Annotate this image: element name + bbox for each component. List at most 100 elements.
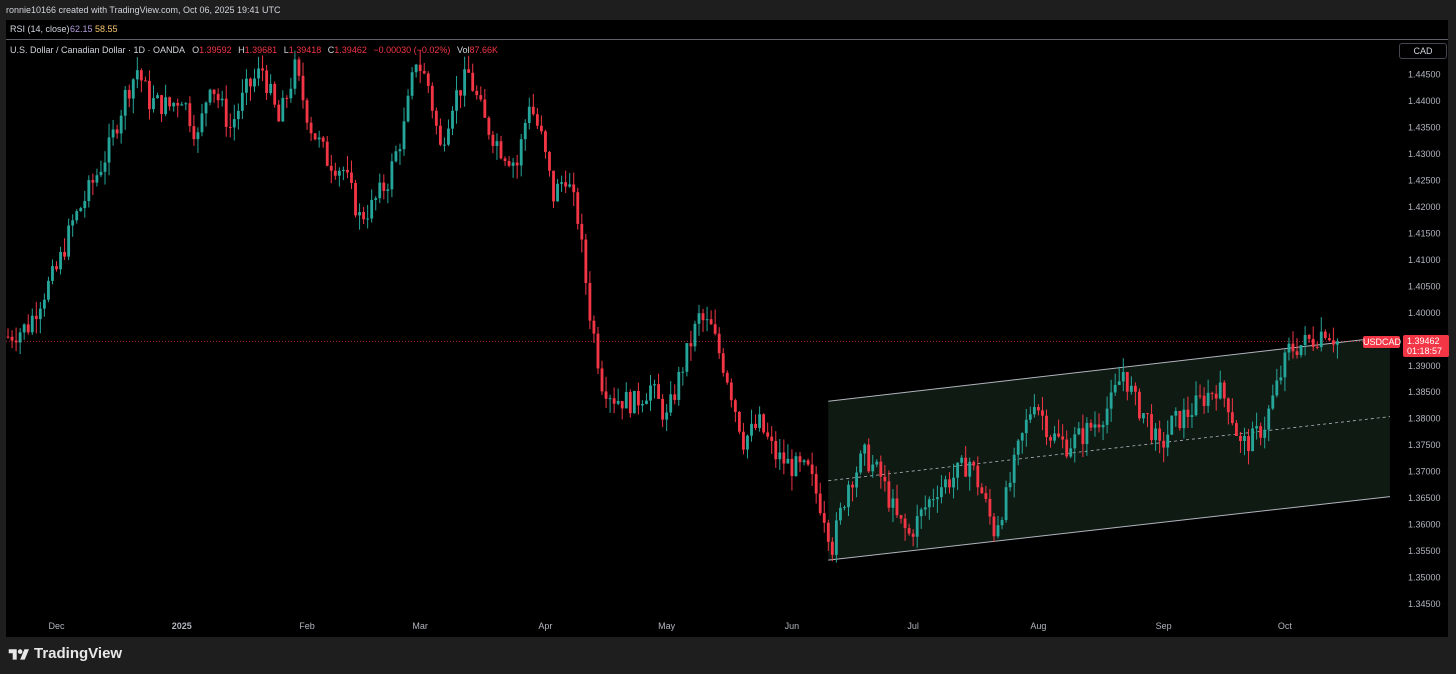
candle-body[interactable] [564, 182, 568, 187]
candle-body[interactable] [717, 333, 721, 354]
candle-body[interactable] [47, 280, 50, 300]
candle-body[interactable] [87, 180, 91, 201]
candle-body[interactable] [293, 59, 297, 89]
candle-body[interactable] [1311, 338, 1315, 347]
candle-body[interactable] [701, 313, 705, 321]
candle-body[interactable] [212, 89, 216, 94]
candle-body[interactable] [907, 528, 911, 534]
candle-body[interactable] [1113, 384, 1117, 393]
candle-body[interactable] [1109, 392, 1113, 409]
candle-body[interactable] [782, 452, 786, 464]
candle-body[interactable] [1279, 377, 1283, 381]
symbol-name[interactable]: U.S. Dollar / Canadian Dollar · 1D · OAN… [10, 45, 185, 55]
candle-body[interactable] [204, 102, 208, 114]
candle-body[interactable] [1336, 341, 1339, 345]
candle-body[interactable] [265, 70, 269, 94]
candle-body[interactable] [713, 324, 717, 334]
candle-body[interactable] [891, 498, 895, 508]
candle-body[interactable] [705, 319, 709, 321]
candle-body[interactable] [1190, 415, 1194, 417]
candle-body[interactable] [6, 336, 10, 338]
chart-panel[interactable]: 1.44500 1.44000 1.43500 1.43000 1.42500 1.420… [6, 20, 1449, 637]
candle-body[interactable] [59, 251, 62, 270]
candle-body[interactable] [580, 223, 584, 240]
candle-body[interactable] [693, 323, 697, 347]
candle-body[interactable] [51, 266, 54, 281]
candle-body[interactable] [103, 162, 107, 172]
candle-body[interactable] [374, 198, 378, 200]
candle-body[interactable] [83, 200, 87, 209]
channel-lower-line[interactable] [828, 496, 1391, 561]
candle-body[interactable] [1089, 422, 1093, 428]
candle-body[interactable] [30, 315, 34, 333]
candle-body[interactable] [301, 75, 305, 101]
candle-body[interactable] [350, 172, 353, 183]
candle-body[interactable] [1202, 395, 1206, 406]
candle-body[interactable] [927, 499, 931, 508]
candle-body[interactable] [71, 220, 75, 226]
candle-body[interactable] [600, 368, 604, 392]
candle-body[interactable] [754, 423, 757, 428]
candle-body[interactable] [1036, 407, 1040, 411]
candle-body[interactable] [548, 151, 551, 171]
channel-mid-line[interactable] [828, 416, 1391, 482]
candle-body[interactable] [443, 144, 446, 146]
candle-body[interactable] [596, 333, 600, 369]
candle-body[interactable] [968, 461, 972, 477]
candle-body[interactable] [588, 283, 592, 321]
candle-body[interactable] [479, 95, 483, 100]
candle-body[interactable] [657, 384, 660, 399]
candle-body[interactable] [232, 119, 236, 128]
candle-body[interactable] [111, 129, 115, 138]
candle-body[interactable] [34, 315, 38, 320]
candle-body[interactable] [523, 122, 527, 140]
candle-body[interactable] [794, 456, 798, 477]
candle-body[interactable] [1073, 434, 1077, 449]
candle-body[interactable] [527, 106, 531, 123]
candle-body[interactable] [544, 131, 547, 152]
candle-body[interactable] [459, 90, 462, 96]
candle-body[interactable] [1016, 440, 1020, 455]
candle-body[interactable] [1146, 413, 1149, 415]
candle-body[interactable] [483, 99, 487, 118]
candle-body[interactable] [822, 513, 826, 523]
candle-body[interactable] [511, 162, 515, 166]
candle-body[interactable] [422, 71, 426, 74]
candle-body[interactable] [681, 371, 685, 373]
candle-body[interactable] [1093, 424, 1097, 428]
candle-body[interactable] [976, 465, 980, 488]
candle-body[interactable] [956, 462, 960, 478]
candle-body[interactable] [317, 137, 321, 140]
candle-body[interactable] [91, 180, 95, 183]
candle-body[interactable] [608, 398, 612, 400]
candle-body[interactable] [152, 98, 155, 110]
candle-body[interactable] [903, 518, 907, 529]
candle-body[interactable] [1251, 428, 1254, 452]
candle-body[interactable] [240, 92, 244, 111]
candle-body[interactable] [677, 371, 681, 400]
candle-body[interactable] [1295, 351, 1299, 356]
candle-body[interactable] [649, 385, 652, 401]
candle-body[interactable] [107, 137, 111, 163]
candle-body[interactable] [321, 137, 325, 142]
candle-body[interactable] [156, 95, 159, 99]
candle-body[interactable] [447, 128, 450, 145]
candle-body[interactable] [249, 78, 252, 87]
candle-body[interactable] [980, 487, 984, 494]
candle-body[interactable] [984, 493, 988, 499]
candle-body[interactable] [535, 114, 539, 126]
candle-body[interactable] [604, 391, 608, 399]
candle-body[interactable] [1024, 419, 1028, 434]
candle-body[interactable] [636, 390, 640, 406]
candle-body[interactable] [798, 456, 802, 463]
candle-body[interactable] [455, 90, 458, 111]
candle-body[interactable] [515, 162, 519, 166]
candle-body[interactable] [1032, 407, 1036, 415]
candle-body[interactable] [135, 70, 139, 80]
candle-body[interactable] [584, 239, 588, 284]
candle-body[interactable] [996, 525, 1000, 537]
candle-body[interactable] [131, 79, 135, 99]
candle-body[interactable] [899, 515, 903, 519]
candle-body[interactable] [830, 541, 834, 555]
candle-body[interactable] [859, 453, 863, 473]
